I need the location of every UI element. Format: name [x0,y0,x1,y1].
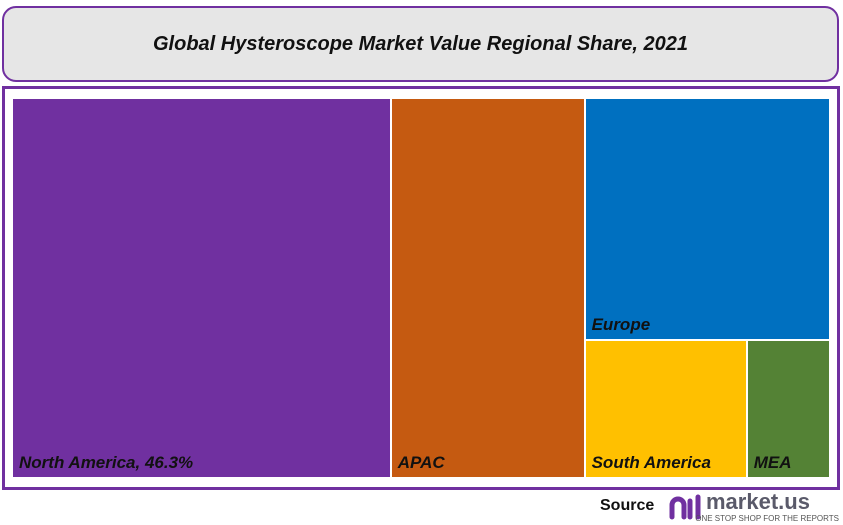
market-us-logo-icon [669,494,701,520]
brand-name: market.us [706,489,810,514]
title-box: Global Hysteroscope Market Value Regiona… [2,6,839,82]
treemap-tile-mea: MEA [746,339,830,478]
tile-label: North America, 46.3% [19,453,194,472]
tile-label: Europe [591,314,651,334]
tile-label: South America [591,452,711,472]
treemap-tile-europe: Europe [584,98,830,340]
chart-title: Global Hysteroscope Market Value Regiona… [152,32,689,55]
treemap-plot: North America, 46.3% APAC Europe South Amer… [12,98,830,478]
source-label: Source [600,497,655,514]
brand-tagline: ONE STOP SHOP FOR THE REPORTS [695,514,839,523]
treemap-tile-south-america: South America [584,339,747,478]
treemap-tile-north-america: North America, 46.3% [12,98,391,478]
tile-label: MEA [753,452,792,472]
tile-label: APAC [397,453,445,472]
treemap-tile-apac: APAC [390,98,585,478]
